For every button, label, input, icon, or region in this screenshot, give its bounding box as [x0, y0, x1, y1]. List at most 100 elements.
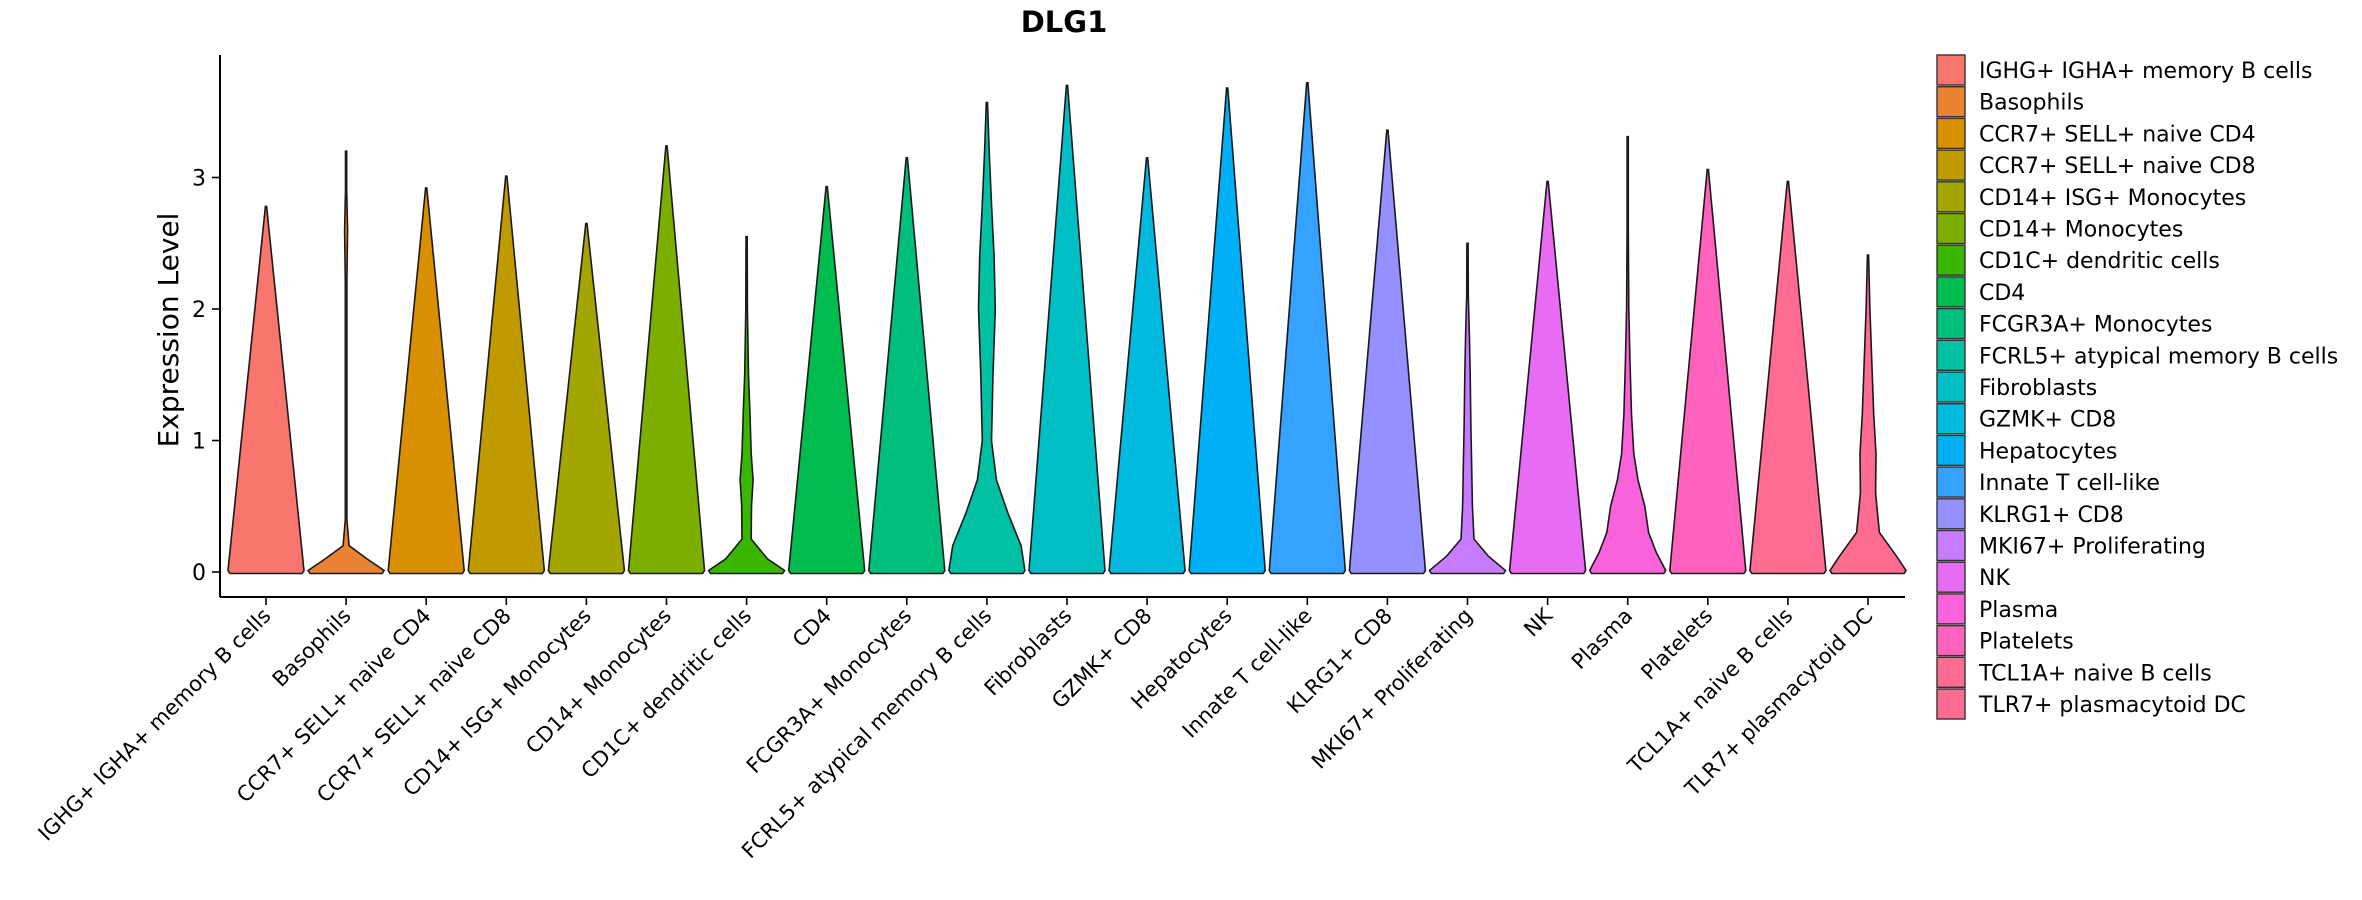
violin-4: [547, 222, 626, 575]
legend-swatch: [1936, 529, 1966, 562]
violin-11: [1108, 157, 1186, 575]
legend-label: KLRG1+ CD8: [1979, 503, 2124, 528]
y-tick-label: 1: [192, 430, 206, 455]
legend-label: Fibroblasts: [1979, 376, 2097, 401]
x-tick-labels: IGHG+ IGHA+ memory B cellsBasophilsCCR7+…: [34, 597, 1878, 863]
legend-item: Innate T cell-like: [1936, 466, 2160, 498]
legend: IGHG+ IGHA+ memory B cells Basophils CCR7+…: [1936, 54, 2338, 720]
legend-item: FCGR3A+ Monocytes: [1936, 307, 2212, 340]
legend-label: FCGR3A+ Monocytes: [1979, 313, 2212, 338]
x-tick-label: Platelets: [1636, 604, 1717, 685]
legend-item: CCR7+ SELL+ naive CD8: [1936, 149, 2256, 181]
legend-swatch: [1936, 434, 1966, 467]
x-tick-label: TCL1A+ naive B cells: [1623, 604, 1798, 779]
y-tick-label: 2: [192, 298, 206, 323]
x-tick-label: Plasma: [1567, 604, 1637, 674]
violins: [227, 82, 1907, 575]
violin-15: [1428, 242, 1507, 575]
legend-item: CD14+ Monocytes: [1936, 212, 2183, 245]
violin-0: [227, 205, 305, 575]
legend-item: MKI67+ Proliferating: [1936, 529, 2206, 562]
legend-swatch: [1936, 561, 1966, 593]
violin-6: [707, 235, 786, 575]
x-tick-label: CD14+ Monocytes: [521, 604, 676, 759]
legend-label: Platelets: [1979, 630, 2074, 655]
legend-swatch: [1936, 688, 1966, 720]
legend-swatch: [1936, 54, 1966, 86]
legend-label: CD1C+ dendritic cells: [1979, 249, 2220, 274]
violin-13: [1268, 82, 1347, 575]
legend-item: Basophils: [1936, 85, 2084, 118]
legend-item: CD4: [1936, 276, 2025, 308]
y-axis-label: Expression Level: [152, 213, 185, 448]
legend-item: TLR7+ plasmacytoid DC: [1936, 688, 2246, 720]
violin-16: [1508, 180, 1587, 575]
legend-swatch: [1936, 371, 1966, 403]
legend-swatch: [1936, 244, 1966, 276]
legend-label: Basophils: [1979, 91, 2084, 116]
x-tick-label: MKI67+ Proliferating: [1307, 604, 1477, 774]
legend-item: GZMK+ CD8: [1936, 403, 2116, 435]
x-tick-label: CD1C+ dendritic cells: [577, 604, 757, 784]
legend-label: CD14+ Monocytes: [1979, 218, 2183, 243]
legend-swatch: [1936, 656, 1966, 688]
legend-label: CD4: [1979, 281, 2025, 306]
legend-label: FCRL5+ atypical memory B cells: [1979, 344, 2338, 369]
chart-title: DLG1: [1021, 5, 1108, 39]
legend-item: IGHG+ IGHA+ memory B cells: [1936, 54, 2312, 86]
violin-19: [1749, 180, 1827, 575]
legend-swatch: [1936, 403, 1966, 435]
legend-swatch: [1936, 624, 1966, 657]
violin-7: [787, 185, 866, 575]
violin-12: [1188, 87, 1267, 575]
legend-swatch: [1936, 117, 1966, 150]
x-tick-label: IGHG+ IGHA+ memory B cells: [34, 604, 276, 846]
legend-label: CCR7+ SELL+ naive CD4: [1979, 122, 2256, 147]
violin-8: [867, 157, 946, 575]
legend-label: CD14+ ISG+ Monocytes: [1979, 186, 2246, 211]
legend-label: TCL1A+ naive B cells: [1978, 661, 2212, 686]
legend-swatch: [1936, 498, 1966, 530]
legend-label: CCR7+ SELL+ naive CD8: [1979, 154, 2256, 179]
legend-swatch: [1936, 276, 1966, 308]
legend-swatch: [1936, 307, 1966, 340]
legend-item: TCL1A+ naive B cells: [1936, 656, 2212, 688]
legend-item: CD1C+ dendritic cells: [1936, 244, 2220, 276]
legend-item: FCRL5+ atypical memory B cells: [1936, 339, 2338, 371]
x-tick-label: NK: [1519, 603, 1558, 642]
legend-swatch: [1936, 339, 1966, 371]
legend-item: Hepatocytes: [1936, 434, 2117, 467]
legend-item: Platelets: [1936, 624, 2074, 657]
violin-3: [467, 175, 546, 575]
violin-10: [1028, 84, 1106, 575]
legend-swatch: [1936, 149, 1966, 181]
legend-label: Plasma: [1979, 598, 2058, 623]
legend-swatch: [1936, 212, 1966, 245]
legend-label: GZMK+ CD8: [1979, 408, 2116, 433]
legend-item: KLRG1+ CD8: [1936, 498, 2124, 530]
legend-item: Fibroblasts: [1936, 371, 2097, 403]
y-tick-label: 0: [192, 561, 206, 586]
x-tick-label: Basophils: [268, 604, 356, 692]
legend-swatch: [1936, 181, 1966, 213]
axes: 0 1 2 3: [192, 55, 1905, 598]
legend-item: CCR7+ SELL+ naive CD4: [1936, 117, 2256, 150]
legend-item: Plasma: [1936, 593, 2058, 625]
legend-label: Innate T cell-like: [1979, 471, 2160, 496]
legend-label: MKI67+ Proliferating: [1979, 535, 2206, 560]
violin-9: [948, 101, 1026, 575]
legend-swatch: [1936, 593, 1966, 625]
legend-label: IGHG+ IGHA+ memory B cells: [1979, 59, 2312, 84]
legend-swatch: [1936, 85, 1966, 118]
violin-18: [1668, 168, 1747, 575]
legend-label: TLR7+ plasmacytoid DC: [1978, 693, 2246, 718]
x-tick-label: CD4: [788, 604, 836, 652]
legend-item: CD14+ ISG+ Monocytes: [1936, 181, 2246, 213]
x-tick-label: FCGR3A+ Monocytes: [742, 604, 917, 779]
legend-label: Hepatocytes: [1979, 439, 2117, 464]
y-tick-label: 3: [192, 167, 206, 192]
violin-14: [1348, 129, 1427, 575]
legend-label: NK: [1979, 566, 2010, 591]
legend-swatch: [1936, 466, 1966, 498]
